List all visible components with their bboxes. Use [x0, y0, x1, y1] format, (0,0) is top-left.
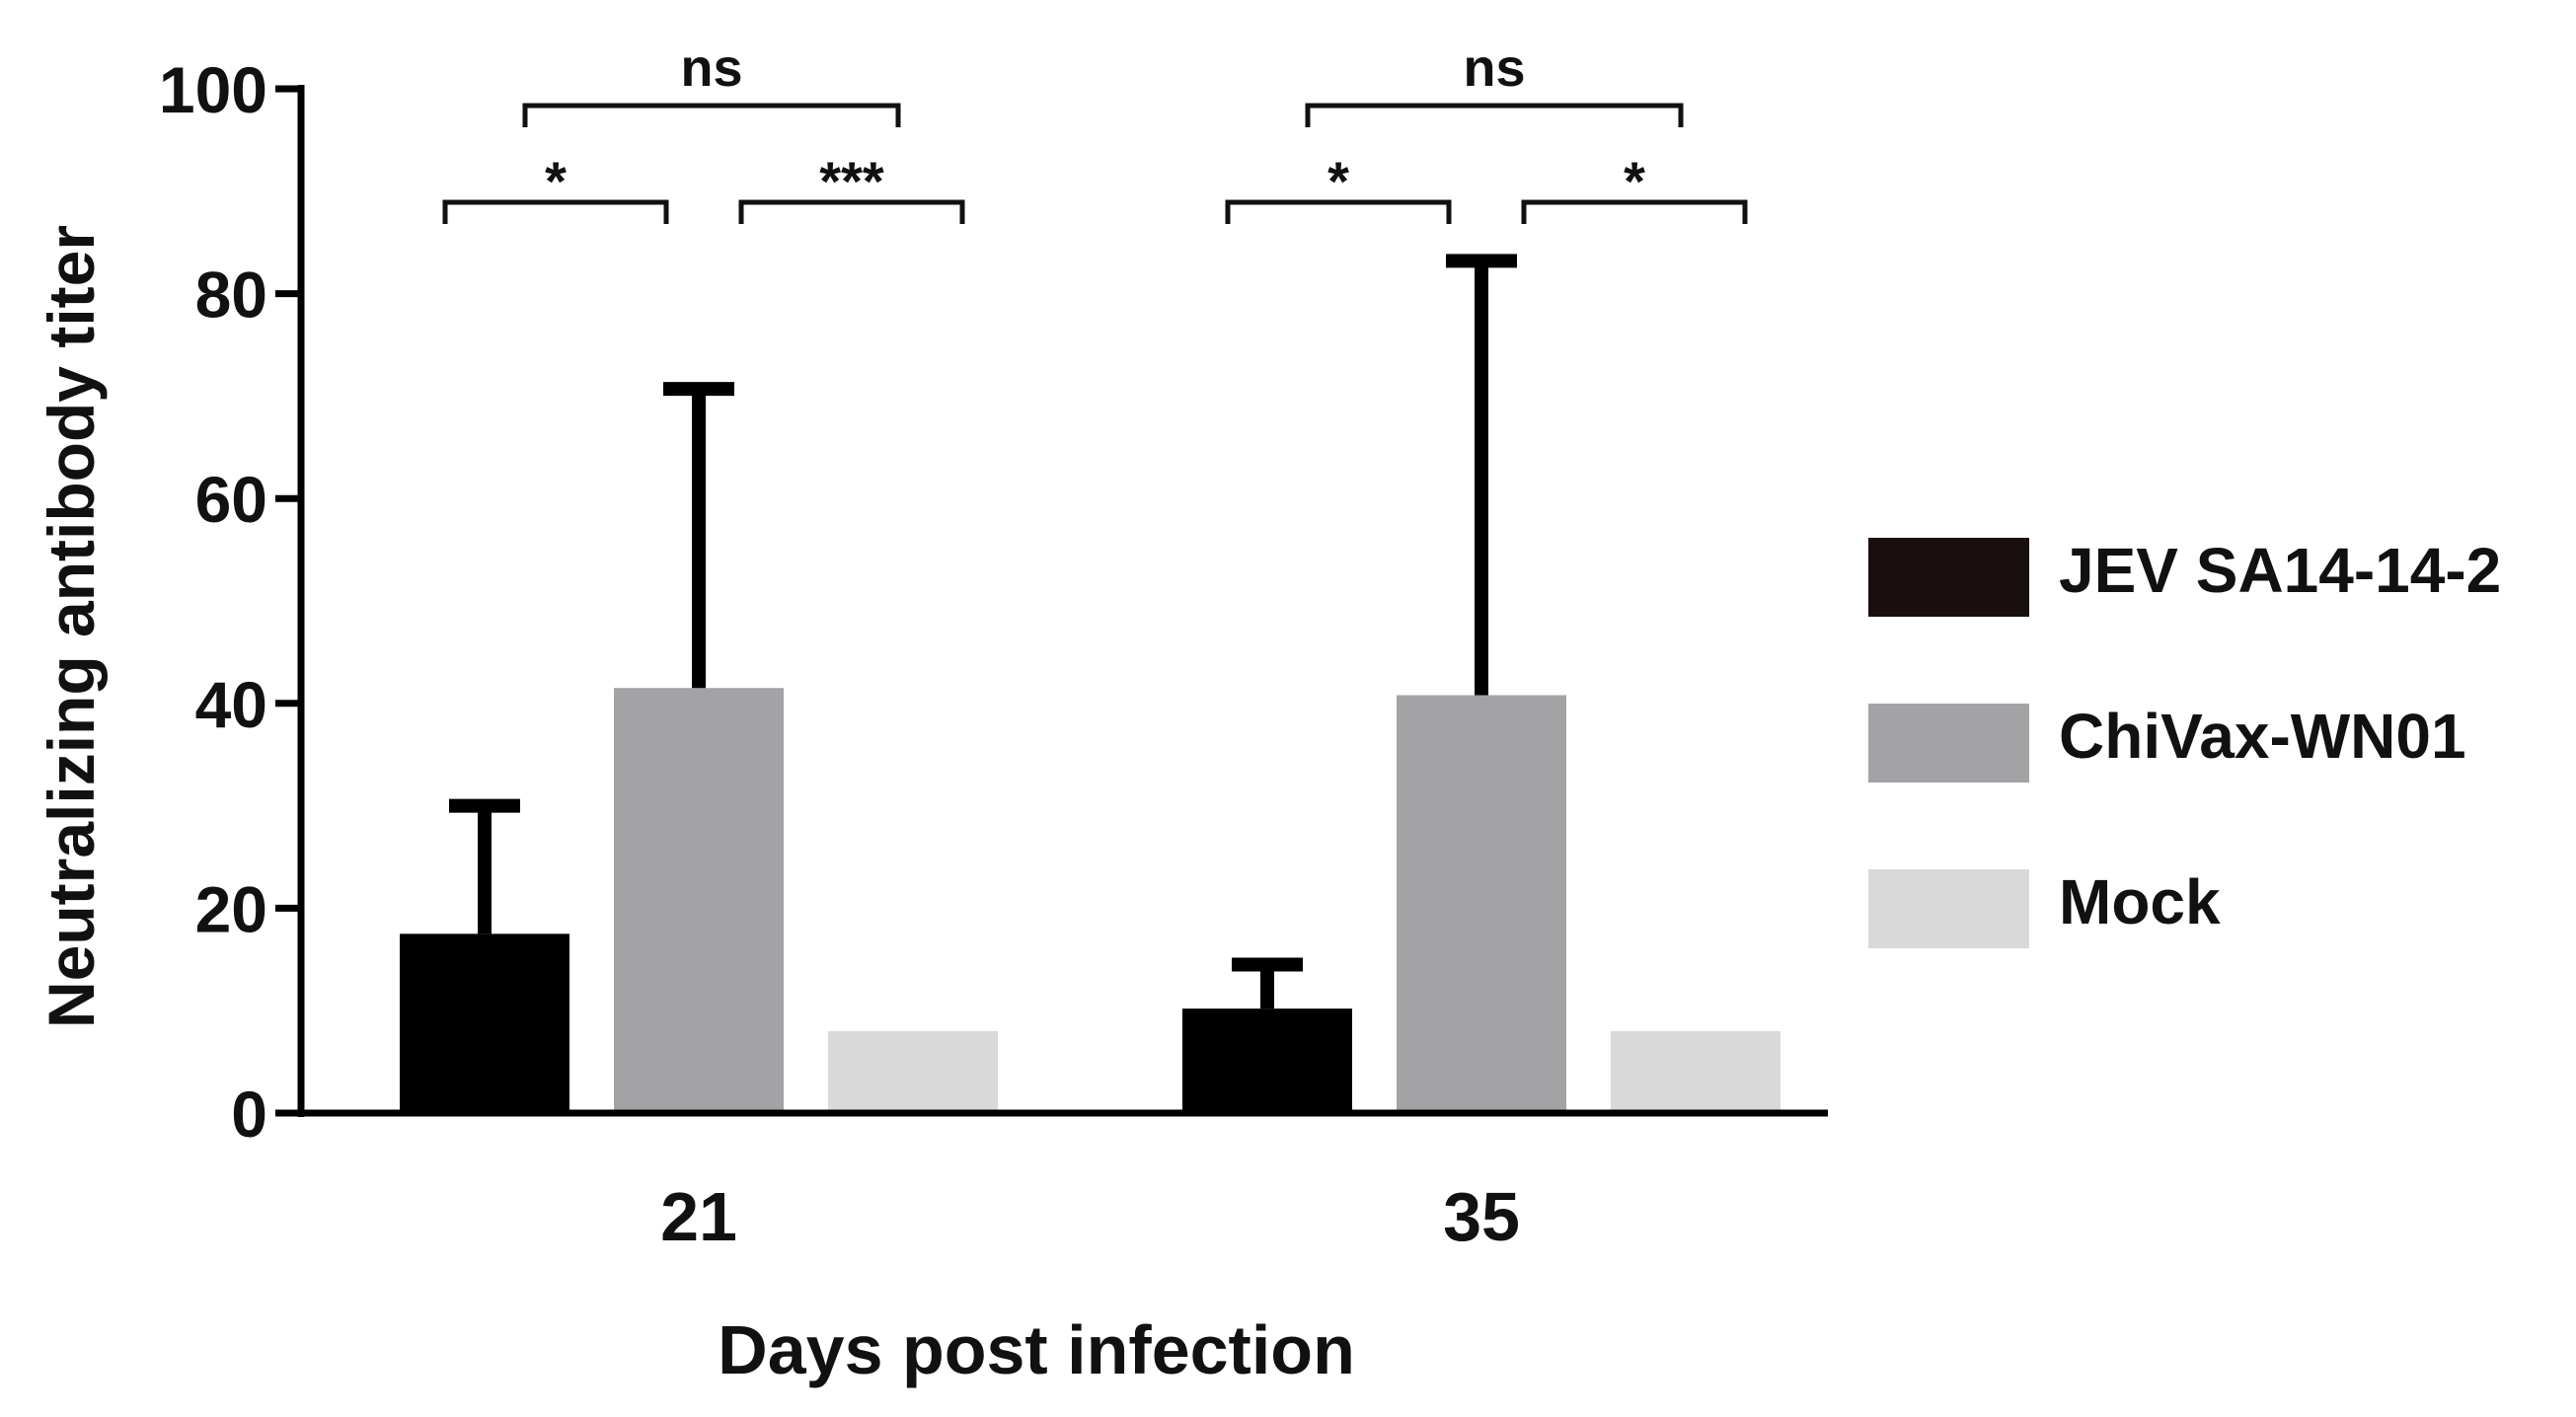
significance-label: ns: [1463, 38, 1525, 98]
significance-label: *: [1327, 150, 1349, 212]
significance-bracket: [1225, 199, 1452, 224]
y-tick-label: 20: [195, 872, 267, 945]
significance-label: *: [1624, 150, 1645, 212]
legend-swatch: [1868, 704, 2029, 783]
error-bars-layer: [449, 254, 1517, 1009]
bar-mock-day-35: [1611, 1030, 1780, 1113]
legend-swatch: [1868, 538, 2029, 617]
significance-bracket: [738, 199, 965, 224]
significance-label: *: [545, 150, 567, 212]
significance-bracket: [1305, 103, 1684, 127]
bar-jev-sa14-14-2-day-35: [1182, 1008, 1352, 1113]
bar-mock-day-21: [828, 1030, 998, 1113]
axes-layer: 0 20 40 60 80 100 21 35: [159, 53, 1828, 1255]
significance-bracket: [522, 103, 901, 127]
bar-jev-sa14-14-2-day-21: [400, 933, 569, 1113]
bar-chivax-wn01-day-35: [1397, 695, 1566, 1113]
x-tick-label: 21: [660, 1178, 737, 1255]
legend-label: ChiVax-WN01: [2059, 701, 2466, 772]
y-tick-label: 40: [195, 668, 267, 741]
y-tick-label: 80: [195, 259, 267, 332]
legend-label: Mock: [2059, 866, 2221, 937]
y-axis-title: Neutralizing antibody titer: [35, 225, 108, 1028]
y-tick-label: 0: [231, 1078, 267, 1151]
significance-bracket: [1521, 199, 1748, 224]
significance-layer: ns* ***ns* *: [442, 38, 1748, 224]
legend-label: JEV SA14-14-2: [2059, 535, 2501, 606]
bar-chivax-wn01-day-21: [614, 688, 784, 1113]
x-axis-title: Days post infection: [718, 1311, 1355, 1388]
significance-bracket: [442, 199, 669, 224]
significance-label: ns: [680, 38, 742, 98]
significance-label: ***: [819, 150, 884, 212]
bars-layer: [400, 688, 1780, 1113]
legend: JEV SA14-14-2 ChiVax-WN01 Mock: [1868, 535, 2501, 948]
legend-swatch: [1868, 869, 2029, 948]
y-tick-label: 100: [159, 53, 267, 126]
x-tick-label: 35: [1443, 1178, 1520, 1255]
y-tick-label: 60: [195, 463, 267, 536]
